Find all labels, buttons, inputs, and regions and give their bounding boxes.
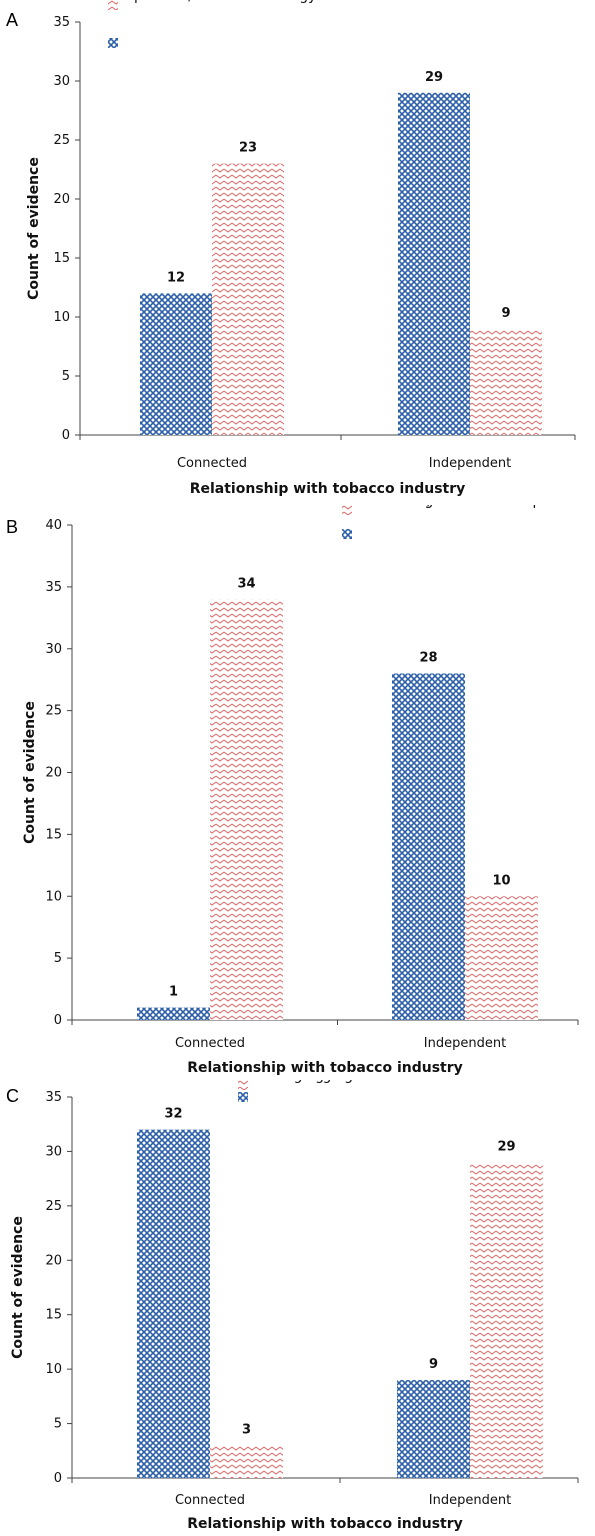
- y-tick-label: 20: [53, 192, 70, 207]
- data-label: 32: [164, 1107, 182, 1122]
- y-tick-label: 10: [45, 889, 62, 904]
- data-label: 28: [419, 651, 437, 666]
- bar: [140, 293, 212, 435]
- bar: [398, 92, 470, 436]
- y-tick-label: 20: [45, 766, 62, 781]
- y-tick-label: 0: [54, 1471, 62, 1486]
- y-tick-label: 25: [45, 704, 62, 719]
- bar-chart-b: 0 5 10 15 20 25 30 35 40 Connected Independent 1 28 3…: [22, 493, 579, 1076]
- data-label: 34: [237, 576, 255, 591]
- bar: [470, 1162, 543, 1478]
- x-tick-label: Independent: [429, 1493, 511, 1508]
- y-tick-label: 30: [53, 74, 70, 89]
- y-tick-label: 15: [45, 827, 62, 842]
- legend-label: Research, fact and strategy: [123, 0, 316, 4]
- y-tick-label: 40: [45, 518, 62, 533]
- y-tick-label: 0: [62, 428, 70, 443]
- bar-chart-a: 0 5 10 15 20 25 30 35 Connected Independent 12 29 23…: [26, 0, 576, 497]
- y-tick-label: 25: [45, 1199, 62, 1214]
- data-label: 9: [429, 1357, 438, 1372]
- legend-label: Private organisation and press: [357, 505, 570, 509]
- legend-label: Opinion: [123, 0, 177, 4]
- x-tick-label: Connected: [177, 456, 247, 471]
- bar: [137, 1007, 210, 1020]
- chart-panel-a: A 0 5 10 15 20 25 30 35 Connected Independent 12 29…: [0, 0, 595, 500]
- data-label: 23: [239, 141, 257, 156]
- data-label: 3: [242, 1422, 251, 1437]
- y-tick-label: 15: [53, 251, 70, 266]
- legend-swatch: [108, 0, 118, 10]
- y-tick-label: 35: [45, 580, 62, 595]
- y-axis-title: Count of evidence: [10, 1216, 26, 1359]
- y-tick-label: 5: [62, 369, 70, 384]
- data-label: 29: [425, 70, 443, 85]
- panel-letter: B: [6, 517, 19, 537]
- y-tick-label: 30: [45, 642, 62, 657]
- x-axis-title: Relationship with tobacco industry: [187, 1516, 463, 1531]
- y-tick-label: 0: [54, 1013, 62, 1028]
- y-tick-label: 10: [45, 1362, 62, 1377]
- x-tick-label: Connected: [175, 1493, 245, 1508]
- legend-swatch: [238, 1080, 248, 1090]
- y-tick-label: 15: [45, 1308, 62, 1323]
- x-tick-label: Independent: [424, 1036, 506, 1051]
- data-label: 29: [497, 1139, 515, 1154]
- x-tick-label: Connected: [175, 1036, 245, 1051]
- legend-swatch: [342, 505, 352, 515]
- y-tick-label: 35: [45, 1090, 62, 1105]
- bar: [212, 163, 284, 435]
- bar: [465, 896, 538, 1020]
- panel-letter: C: [6, 1086, 19, 1106]
- bar: [397, 1380, 470, 1478]
- bar: [392, 673, 465, 1020]
- legend-swatch: [108, 38, 118, 48]
- panel-letter: A: [6, 10, 19, 30]
- legend-label: Not Packaging: [253, 1080, 353, 1084]
- bar: [210, 1445, 283, 1478]
- legend-swatch: [342, 529, 352, 539]
- data-label: 12: [167, 270, 185, 285]
- y-tick-label: 25: [53, 133, 70, 148]
- bar: [210, 599, 283, 1020]
- bar: [470, 328, 542, 435]
- y-tick-label: 10: [53, 310, 70, 325]
- y-tick-label: 35: [53, 15, 70, 30]
- data-label: 1: [169, 985, 178, 1000]
- legend-label: document: [123, 0, 194, 4]
- x-tick-label: Independent: [429, 456, 511, 471]
- y-tick-label: 30: [45, 1144, 62, 1159]
- y-tick-label: 5: [54, 951, 62, 966]
- y-tick-label: 20: [45, 1253, 62, 1268]
- bar: [137, 1129, 210, 1478]
- x-axis-title: Relationship with tobacco industry: [187, 1060, 463, 1076]
- chart-panel-c: C 0 5 10 15 20 25 30 35 Connected Independent 32 9 3…: [0, 1068, 595, 1532]
- y-axis-title: Count of evidence: [22, 701, 38, 844]
- x-axis-title: Relationship with tobacco industry: [190, 481, 466, 497]
- chart-panel-b: B 0 5 10 15 20 25 30 35 40 Connected Independent 1 2…: [0, 493, 595, 1080]
- data-label: 9: [501, 306, 510, 321]
- y-tick-label: 5: [54, 1417, 62, 1432]
- data-label: 10: [492, 873, 510, 888]
- y-axis-title: Count of evidence: [26, 157, 42, 300]
- legend-swatch: [238, 1092, 248, 1102]
